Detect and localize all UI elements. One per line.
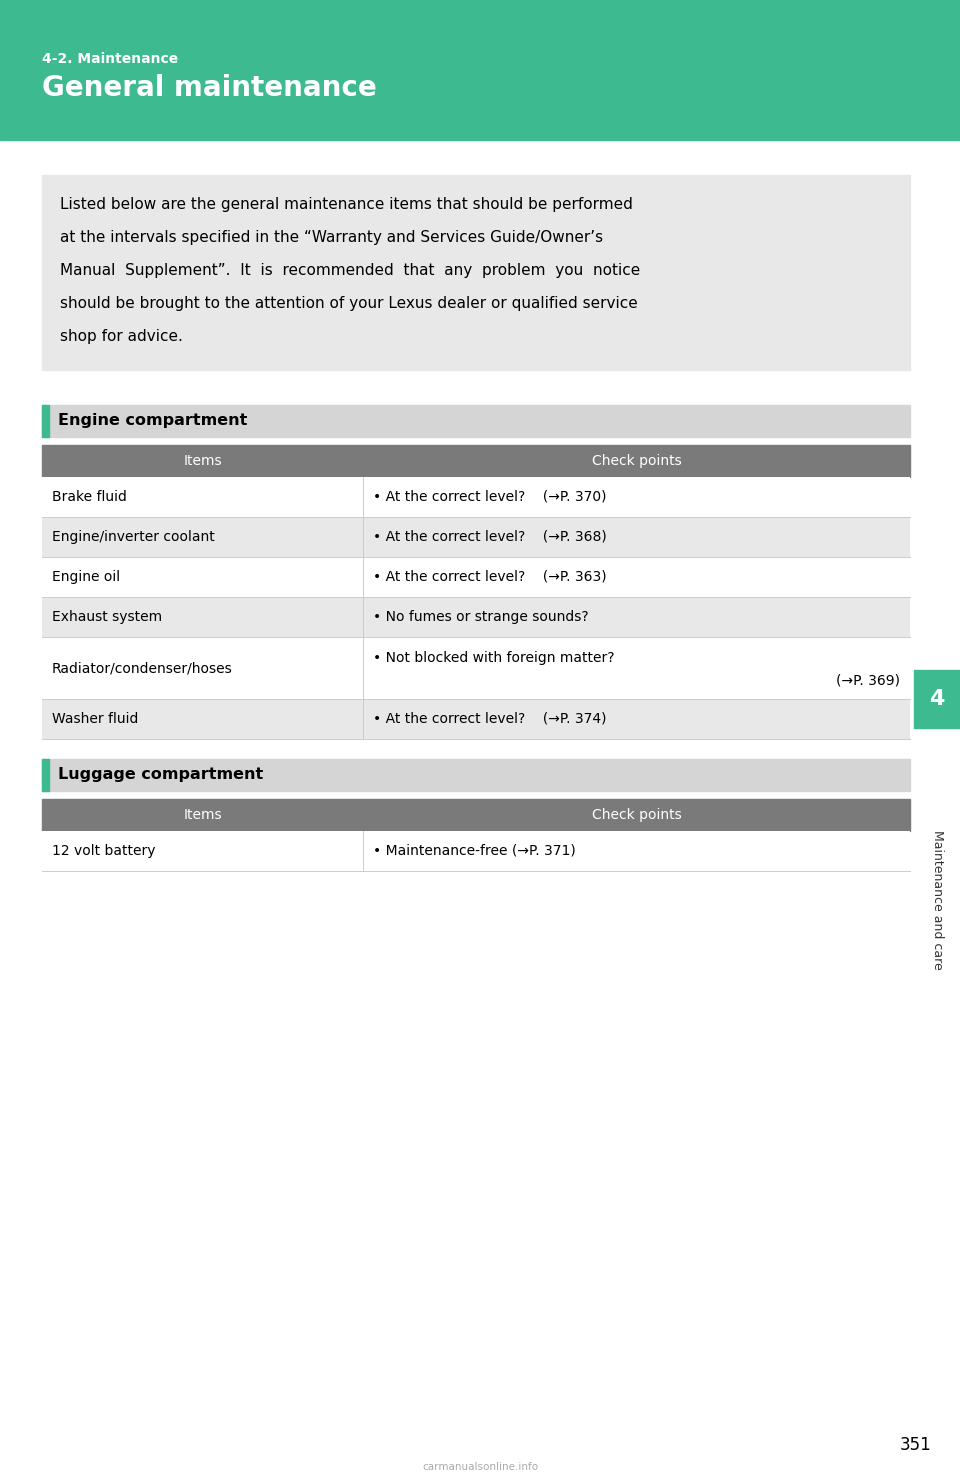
Text: • At the correct level?    (→P. 370): • At the correct level? (→P. 370) (373, 490, 607, 505)
Bar (42, 758, 49, 791)
Bar (42, 445, 363, 476)
Text: Manual  Supplement”.  It  is  recommended  that  any  problem  you  notice: Manual Supplement”. It is recommended th… (60, 263, 640, 278)
Bar (42, 758, 910, 791)
Text: Luggage compartment: Luggage compartment (58, 767, 263, 782)
Text: • At the correct level?    (→P. 363): • At the correct level? (→P. 363) (373, 570, 607, 585)
Bar (363, 597, 910, 637)
Text: General maintenance: General maintenance (42, 74, 376, 102)
Bar (42, 556, 363, 597)
Text: Radiator/condenser/hoses: Radiator/condenser/hoses (52, 660, 232, 675)
Bar (0, 0, 960, 139)
Text: • At the correct level?    (→P. 374): • At the correct level? (→P. 374) (373, 712, 607, 726)
Text: Washer fluid: Washer fluid (52, 712, 138, 726)
Bar (42, 637, 363, 699)
Text: • Not blocked with foreign matter?: • Not blocked with foreign matter? (373, 651, 614, 665)
Bar (42, 798, 363, 831)
Bar (363, 445, 910, 476)
Text: Engine/inverter coolant: Engine/inverter coolant (52, 530, 215, 545)
Text: • Maintenance-free (→P. 371): • Maintenance-free (→P. 371) (373, 844, 576, 858)
Text: at the intervals specified in the “Warranty and Services Guide/Owner’s: at the intervals specified in the “Warra… (60, 230, 603, 245)
Bar (363, 516, 910, 556)
Bar (42, 476, 363, 516)
Text: Engine compartment: Engine compartment (58, 414, 248, 429)
Text: Engine oil: Engine oil (52, 570, 120, 585)
Text: • At the correct level?    (→P. 368): • At the correct level? (→P. 368) (373, 530, 607, 545)
Text: 351: 351 (900, 1437, 932, 1454)
Text: Items: Items (183, 807, 222, 822)
Bar (363, 556, 910, 597)
Text: Maintenance and care: Maintenance and care (930, 830, 944, 971)
Bar (363, 831, 910, 871)
Bar (363, 699, 910, 739)
Bar (363, 637, 910, 699)
Text: Check points: Check points (591, 807, 682, 822)
Text: 4: 4 (929, 689, 945, 709)
Text: Items: Items (183, 454, 222, 467)
Text: carmanualsonline.info: carmanualsonline.info (422, 1462, 538, 1472)
Bar (914, 669, 960, 729)
Text: Check points: Check points (591, 454, 682, 467)
Bar (42, 175, 910, 370)
Text: should be brought to the attention of your Lexus dealer or qualified service: should be brought to the attention of yo… (60, 295, 637, 312)
Text: • No fumes or strange sounds?: • No fumes or strange sounds? (373, 610, 588, 623)
Bar (42, 405, 49, 436)
Text: shop for advice.: shop for advice. (60, 329, 182, 344)
Text: Brake fluid: Brake fluid (52, 490, 127, 505)
Bar (42, 831, 363, 871)
Bar (42, 405, 910, 436)
Text: 12 volt battery: 12 volt battery (52, 844, 156, 858)
Text: Listed below are the general maintenance items that should be performed: Listed below are the general maintenance… (60, 197, 633, 212)
Text: 4-2. Maintenance: 4-2. Maintenance (42, 52, 179, 65)
Text: (→P. 369): (→P. 369) (836, 674, 900, 687)
Bar (42, 597, 363, 637)
Bar (363, 798, 910, 831)
Bar (42, 699, 363, 739)
Bar (363, 476, 910, 516)
Text: Exhaust system: Exhaust system (52, 610, 162, 623)
Bar (42, 516, 363, 556)
